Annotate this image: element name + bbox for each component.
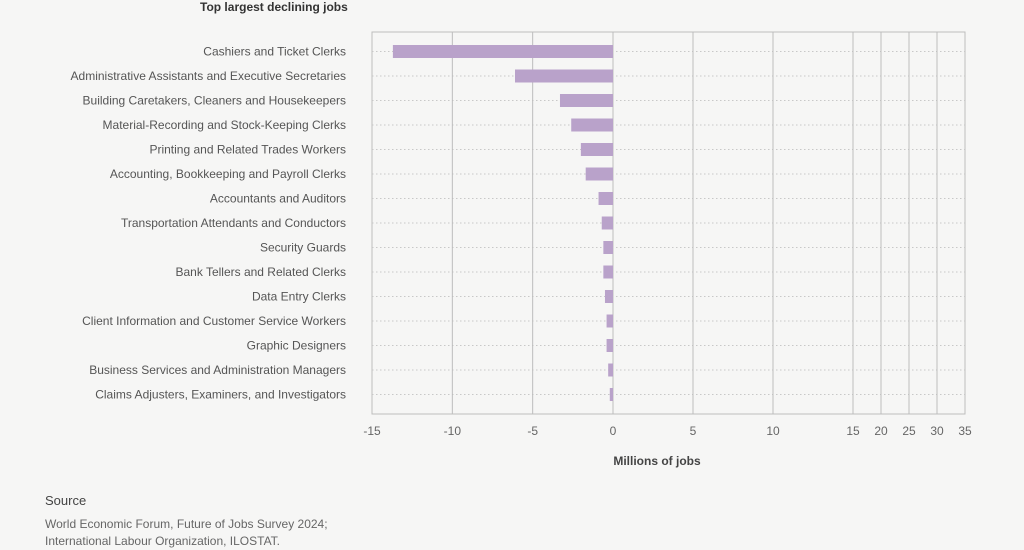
x-tick-label: 35 xyxy=(958,424,972,438)
bar xyxy=(604,290,613,303)
source-text: World Economic Forum, Future of Jobs Sur… xyxy=(45,516,445,550)
gridlines xyxy=(371,31,966,415)
bar xyxy=(608,363,613,377)
bar xyxy=(609,388,613,401)
bar xyxy=(606,339,613,352)
category-label: Administrative Assistants and Executive … xyxy=(71,69,346,83)
x-axis-ticks: -15 -10 -5 0 5 10 15 20 25 30 35 xyxy=(363,424,972,438)
source-heading: Source xyxy=(45,493,87,508)
bar xyxy=(559,94,613,107)
bar xyxy=(598,192,613,205)
category-label: Client Information and Customer Service … xyxy=(82,314,346,328)
category-label: Accountants and Auditors xyxy=(210,192,346,206)
category-labels: Cashiers and Ticket Clerks Administrative… xyxy=(71,45,346,402)
bars xyxy=(392,45,613,401)
bar xyxy=(585,167,613,181)
x-tick-label: 5 xyxy=(690,424,697,438)
x-tick-label: -5 xyxy=(527,424,538,438)
bar xyxy=(392,45,613,58)
category-label: Claims Adjusters, Examiners, and Investi… xyxy=(95,388,346,402)
category-label: Material-Recording and Stock-Keeping Cle… xyxy=(103,118,346,132)
bar-chart: Top largest declining jobs Cashiers and … xyxy=(71,0,972,468)
category-label: Cashiers and Ticket Clerks xyxy=(203,45,346,59)
category-label: Transportation Attendants and Conductors xyxy=(121,216,346,230)
category-label: Data Entry Clerks xyxy=(252,290,346,304)
category-label: Business Services and Administration Man… xyxy=(89,363,346,377)
bar xyxy=(580,143,613,156)
x-tick-label: -10 xyxy=(444,424,462,438)
category-label: Printing and Related Trades Workers xyxy=(149,143,346,157)
bar xyxy=(606,314,613,328)
bar xyxy=(603,265,613,279)
x-axis-label: Millions of jobs xyxy=(613,454,701,468)
source-line: International Labour Organization, ILOST… xyxy=(45,534,281,548)
x-tick-label: 25 xyxy=(902,424,916,438)
bar xyxy=(571,118,613,132)
bar xyxy=(514,69,613,83)
x-tick-label: 20 xyxy=(874,424,888,438)
source-line: World Economic Forum, Future of Jobs Sur… xyxy=(45,517,328,531)
chart-title: Top largest declining jobs xyxy=(200,0,348,14)
category-label: Accounting, Bookkeeping and Payroll Cler… xyxy=(110,167,346,181)
category-label: Security Guards xyxy=(260,241,346,255)
category-label: Building Caretakers, Cleaners and Housek… xyxy=(83,94,346,108)
x-tick-label: 15 xyxy=(846,424,860,438)
category-label: Bank Tellers and Related Clerks xyxy=(175,265,346,279)
x-tick-label: 30 xyxy=(930,424,944,438)
bar xyxy=(601,216,613,230)
x-tick-label: -15 xyxy=(363,424,381,438)
category-label: Graphic Designers xyxy=(247,339,346,353)
x-tick-label: 10 xyxy=(766,424,780,438)
x-tick-label: 0 xyxy=(610,424,617,438)
bar xyxy=(603,241,613,254)
